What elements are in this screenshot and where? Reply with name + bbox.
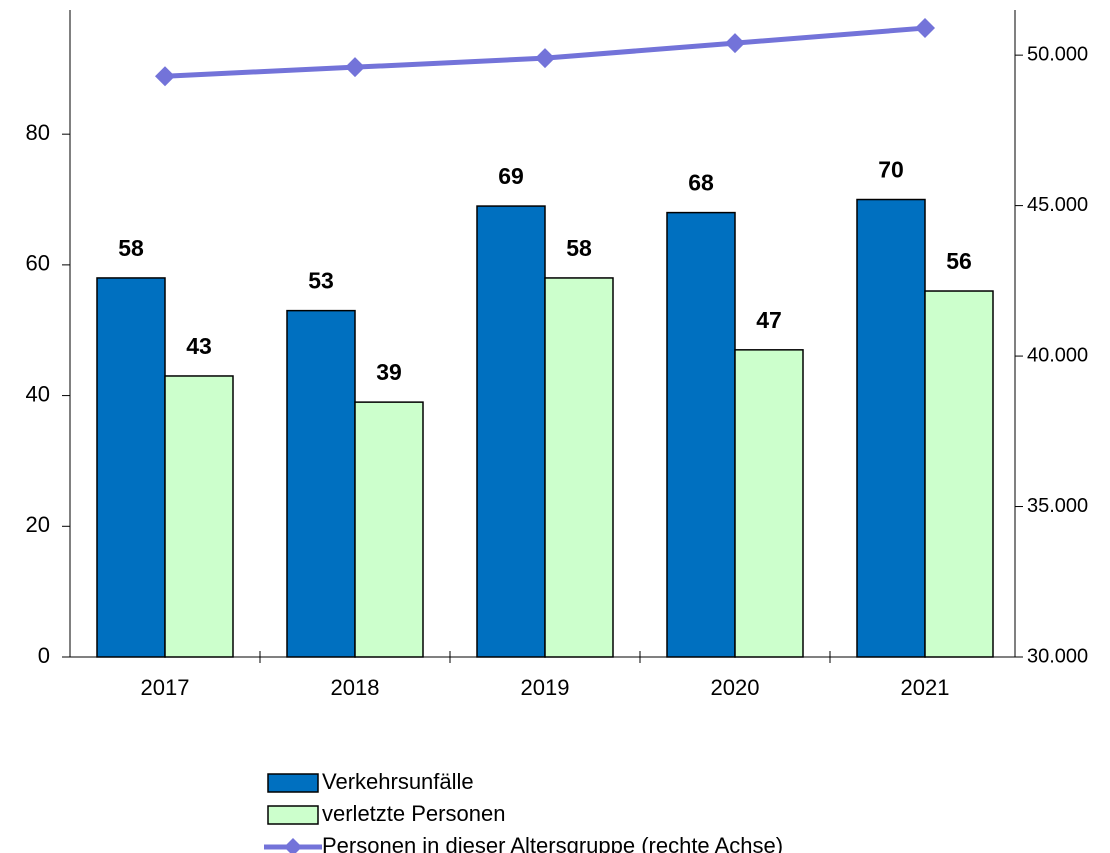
bar [354, 401, 424, 658]
y2-tick-label: 50.000 [1027, 43, 1088, 65]
legend-marker [284, 838, 302, 853]
data-label: 39 [376, 359, 402, 385]
marker [535, 48, 555, 69]
bar [544, 277, 614, 658]
bar [666, 211, 736, 658]
y-tick-label: 20 [26, 512, 50, 537]
data-label: 47 [756, 307, 782, 333]
y2-tick-label: 40.000 [1027, 344, 1088, 366]
bar [856, 198, 926, 658]
bar [476, 205, 546, 658]
x-tick-label: 2017 [141, 675, 190, 700]
marker [915, 18, 935, 39]
bar [286, 309, 356, 658]
legend-label: verletzte Personen [322, 801, 505, 826]
data-label: 58 [566, 235, 592, 261]
legend-swatch [267, 773, 319, 793]
y2-tick-label: 30.000 [1027, 645, 1088, 667]
y-tick-label: 60 [26, 251, 50, 276]
x-tick-label: 2021 [901, 675, 950, 700]
legend-swatch [267, 805, 319, 825]
data-label: 53 [308, 268, 334, 294]
marker [725, 33, 745, 54]
bar [164, 375, 234, 658]
data-label: 69 [498, 163, 524, 189]
data-label: 43 [186, 333, 212, 359]
bar [734, 349, 804, 658]
legend-label: Verkehrsunfälle [322, 769, 474, 794]
y-tick-label: 40 [26, 381, 50, 406]
y2-tick-label: 35.000 [1027, 495, 1088, 517]
data-label: 58 [118, 235, 144, 261]
marker [345, 57, 365, 78]
data-label: 68 [688, 170, 714, 196]
x-tick-label: 2019 [521, 675, 570, 700]
bar [96, 277, 166, 658]
x-tick-label: 2020 [711, 675, 760, 700]
marker [155, 66, 175, 87]
data-label: 56 [946, 248, 972, 274]
legend-label: Personen in dieser Altersgruppe (rechte … [322, 833, 783, 853]
y-tick-label: 0 [38, 643, 50, 668]
x-tick-label: 2018 [331, 675, 380, 700]
y2-tick-label: 45.000 [1027, 194, 1088, 216]
y-tick-label: 80 [26, 120, 50, 145]
bar [924, 290, 994, 658]
data-label: 70 [878, 157, 904, 183]
